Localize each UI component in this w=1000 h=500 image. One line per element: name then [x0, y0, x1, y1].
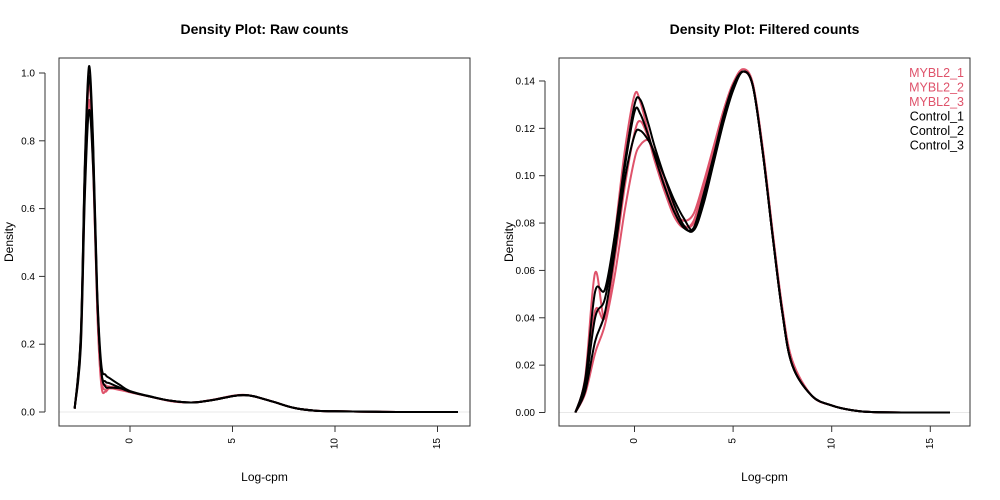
chart-title: Density Plot: Raw counts: [180, 21, 348, 37]
y-tick-label: 0.2: [21, 340, 35, 351]
series-line-Control_3: [73, 75, 458, 413]
legend-entry: Control_1: [910, 110, 964, 124]
x-tick-label: 5: [227, 438, 238, 444]
panel-2: Density Plot: Filtered counts Log-cpm Dens…: [502, 21, 971, 484]
y-axis-label: Density: [502, 222, 516, 262]
series-line-MYBL2_1: [73, 71, 458, 413]
series-line-MYBL2_2: [73, 99, 458, 413]
y-tick-label: 0.4: [21, 272, 35, 283]
y-tick-label: 0.10: [516, 171, 536, 182]
y-tick-label: 0.8: [21, 136, 35, 147]
x-tick-label: 15: [925, 438, 936, 450]
x-tick-label: 15: [432, 438, 443, 450]
y-tick-label: 0.0: [21, 408, 35, 419]
y-tick-label: 0.06: [516, 266, 536, 277]
y-tick-label: 0.02: [516, 361, 536, 372]
x-tick-label: 0: [125, 438, 136, 444]
y-tick-label: 0.00: [516, 408, 536, 419]
panel-1: Density Plot: Raw counts Log-cpm Density 0 5…: [2, 21, 471, 484]
plot-frame: [58, 57, 471, 427]
x-tick-label: 5: [728, 438, 739, 444]
y-tick-label: 1.0: [21, 69, 35, 80]
legend-entry: MYBL2_2: [909, 81, 964, 95]
legend-entry: Control_2: [910, 124, 964, 138]
legend-entry: MYBL2_3: [909, 95, 964, 109]
y-tick-label: 0.08: [516, 219, 536, 230]
series-line-Control_1: [73, 65, 458, 413]
series-line-Control_2: [73, 109, 458, 413]
y-axis-label: Density: [2, 222, 16, 262]
series-line-Control_2: [574, 70, 951, 414]
x-axis-label: Log-cpm: [741, 470, 788, 484]
legend-entry: MYBL2_1: [909, 66, 964, 80]
x-tick-label: 0: [629, 438, 640, 444]
series-line-Control_3: [574, 70, 951, 414]
y-tick-label: 0.14: [516, 76, 536, 87]
legend-entry: Control_3: [910, 139, 964, 153]
chart-title: Density Plot: Filtered counts: [670, 21, 860, 37]
y-tick-label: 0.12: [516, 124, 536, 135]
x-tick-label: 10: [826, 438, 837, 450]
series-line-MYBL2_3: [73, 82, 458, 413]
x-tick-label: 10: [330, 438, 341, 450]
y-tick-label: 0.04: [516, 313, 536, 324]
y-tick-label: 0.6: [21, 204, 35, 215]
x-axis-label: Log-cpm: [241, 470, 288, 484]
